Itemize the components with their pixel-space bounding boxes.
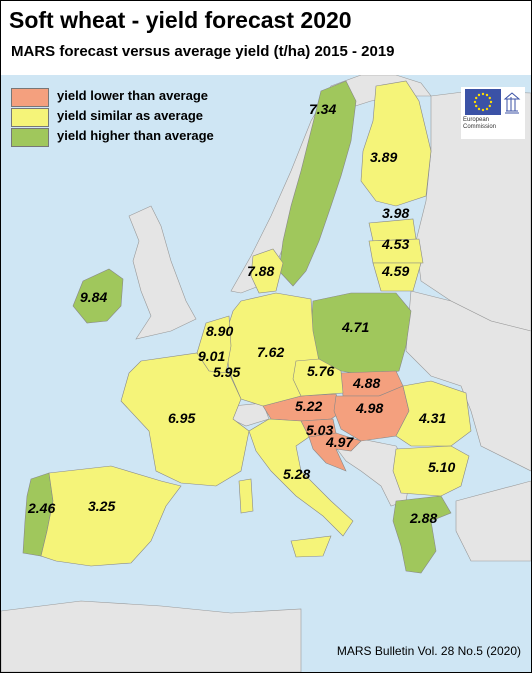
value-label-france: 6.95 <box>168 410 196 426</box>
value-label-austria: 5.22 <box>295 398 323 414</box>
legend-swatch-higher <box>11 128 49 147</box>
value-label-greece: 2.88 <box>410 510 438 526</box>
region-sweden <box>278 80 357 287</box>
value-label-hungary: 4.98 <box>356 400 384 416</box>
value-label-germany: 7.62 <box>257 344 285 360</box>
region-latvia <box>368 238 424 264</box>
eu-flag-icon <box>465 89 501 115</box>
source-caption: MARS Bulletin Vol. 28 No.5 (2020) <box>336 644 521 658</box>
non-eu-land-east <box>405 290 531 472</box>
non-eu-land-africa <box>1 600 302 672</box>
legend-label-similar: yield similar as average <box>57 108 203 123</box>
region-croatia <box>308 432 362 472</box>
commission-building-icon <box>503 92 521 114</box>
region-france <box>120 352 250 487</box>
value-label-lithuania: 4.59 <box>382 263 410 279</box>
legend-label-higher: yield higher than average <box>57 128 214 143</box>
value-label-belgium: 9.01 <box>198 348 226 364</box>
legend-swatch-lower <box>11 88 49 107</box>
region-ireland <box>72 268 124 324</box>
value-label-latvia: 4.53 <box>382 236 410 252</box>
logo-line-2: Commission <box>463 124 497 130</box>
value-label-italy: 5.28 <box>283 466 311 482</box>
region-czechia <box>292 358 344 397</box>
legend-label-lower: yield lower than average <box>57 88 209 103</box>
value-label-bulgaria: 5.10 <box>428 459 456 475</box>
value-label-croatia: 4.97 <box>326 434 354 450</box>
value-label-poland: 4.71 <box>342 319 370 335</box>
value-label-spain: 3.25 <box>88 498 116 514</box>
region-spain <box>40 465 182 567</box>
european-commission-logo: European Commission <box>461 87 525 139</box>
value-label-ireland: 9.84 <box>80 289 108 305</box>
logo-text: European Commission <box>463 117 496 131</box>
non-eu-land-uk <box>128 205 197 340</box>
value-label-portugal: 2.46 <box>28 500 56 516</box>
value-label-czechia: 5.76 <box>307 363 335 379</box>
region-bulgaria <box>392 445 470 497</box>
region-denmark <box>250 248 284 294</box>
value-label-estonia: 3.98 <box>382 205 410 221</box>
region-sicily <box>290 535 332 558</box>
page-title: Soft wheat - yield forecast 2020 <box>9 7 352 33</box>
value-label-denmark: 7.88 <box>247 263 275 279</box>
header-panel: Soft wheat - yield forecast 2020 MARS fo… <box>1 1 531 75</box>
page-subtitle: MARS forecast versus average yield (t/ha… <box>11 43 395 60</box>
value-label-netherlands: 8.90 <box>206 323 234 339</box>
non-eu-land-turkey <box>455 480 531 562</box>
value-label-slovenia: 5.03 <box>306 422 334 438</box>
legend-swatch-similar <box>11 108 49 127</box>
logo-line-1: European <box>463 117 490 123</box>
value-label-slovakia: 4.88 <box>353 375 381 391</box>
value-label-romania: 4.31 <box>419 410 447 426</box>
region-sardinia <box>238 478 254 514</box>
value-label-luxembourg: 5.95 <box>213 364 241 380</box>
region-lithuania <box>372 262 422 292</box>
value-label-finland: 3.89 <box>370 149 398 165</box>
region-greece <box>392 495 452 574</box>
value-label-sweden: 7.34 <box>309 101 337 117</box>
region-italy <box>248 418 354 537</box>
region-finland <box>360 80 432 207</box>
